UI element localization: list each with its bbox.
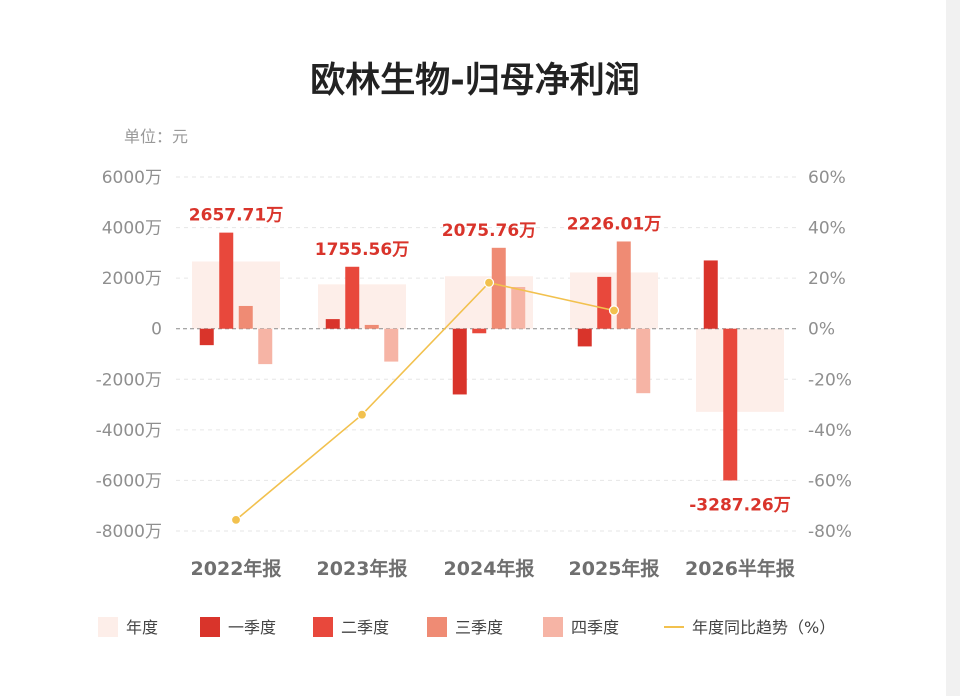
bar-一季度 bbox=[452, 328, 467, 395]
right-axis-ticks: 60% 40% 20% 0% -20% -40% -60% -80% bbox=[808, 168, 852, 542]
annual-band bbox=[696, 328, 784, 412]
trend-point bbox=[483, 277, 495, 288]
legend-label: 一季度 bbox=[228, 618, 276, 637]
left-axis-ticks: 6000万 4000万 2000万 0 -2000万 -4000万 -6000万 -8000万 bbox=[96, 168, 162, 542]
legend: 年度 一季度 二季度 三季度 四季度 年度同比趋势（%） bbox=[98, 617, 835, 637]
trend-point bbox=[608, 305, 620, 316]
bar-三季度 bbox=[616, 241, 631, 329]
bar-四季度 bbox=[511, 286, 526, 329]
right-tick-label: 0% bbox=[808, 320, 835, 340]
bar-三季度 bbox=[364, 324, 379, 329]
annual-value-label: -3287.26万 bbox=[689, 495, 791, 515]
left-tick-label: -4000万 bbox=[96, 421, 162, 441]
left-tick-label: -6000万 bbox=[96, 471, 162, 491]
annual-value-label: 1755.56万 bbox=[315, 240, 409, 260]
x-tick-label: 2024年报 bbox=[444, 557, 535, 580]
legend-swatch bbox=[543, 617, 563, 637]
bar-二季度 bbox=[345, 266, 360, 329]
annual-value-label: 2075.76万 bbox=[442, 221, 536, 241]
annual-band bbox=[192, 261, 280, 329]
legend-swatch bbox=[200, 617, 220, 637]
bar-二季度 bbox=[219, 232, 234, 329]
net-profit-chart: 欧林生物-归母净利润 单位：元 2657.71万 1755.56万 2075.76万… bbox=[96, 61, 852, 637]
left-tick-label: -2000万 bbox=[96, 370, 162, 390]
trend-point bbox=[356, 409, 368, 420]
legend-swatch bbox=[427, 617, 447, 637]
annual-value-label: 2657.71万 bbox=[189, 206, 283, 226]
vertical-scrollbar[interactable] bbox=[946, 0, 960, 696]
right-tick-label: 60% bbox=[808, 168, 846, 188]
left-tick-label: -8000万 bbox=[96, 522, 162, 542]
right-tick-label: 20% bbox=[808, 269, 846, 289]
left-tick-label: 2000万 bbox=[102, 269, 162, 289]
x-tick-label: 2025年报 bbox=[569, 557, 660, 580]
left-tick-label: 4000万 bbox=[102, 219, 162, 239]
legend-label: 三季度 bbox=[455, 618, 503, 637]
annual-bands bbox=[192, 261, 784, 412]
right-tick-label: -60% bbox=[808, 471, 852, 491]
annual-value-label: 2226.01万 bbox=[567, 214, 661, 234]
chart-title: 欧林生物-归母净利润 bbox=[310, 61, 640, 101]
bar-一季度 bbox=[703, 260, 718, 329]
quarter-bars bbox=[199, 232, 738, 481]
right-tick-label: 40% bbox=[808, 219, 846, 239]
legend-label: 年度 bbox=[126, 618, 158, 637]
annual-band bbox=[570, 272, 658, 329]
bar-三季度 bbox=[238, 305, 253, 329]
right-tick-label: -20% bbox=[808, 370, 852, 390]
unit-label: 单位：元 bbox=[124, 127, 188, 146]
bar-二季度 bbox=[723, 328, 738, 481]
bar-四季度 bbox=[258, 328, 273, 365]
bar-二季度 bbox=[472, 328, 487, 334]
bar-三季度 bbox=[491, 247, 506, 329]
annual-value-labels: 2657.71万 1755.56万 2075.76万 2226.01万 -3287.26… bbox=[189, 206, 791, 516]
left-tick-label: 6000万 bbox=[102, 168, 162, 188]
right-tick-label: -80% bbox=[808, 522, 852, 542]
legend-label: 四季度 bbox=[571, 618, 619, 637]
legend-swatch bbox=[98, 617, 118, 637]
x-tick-label: 2023年报 bbox=[317, 557, 408, 580]
trend-point bbox=[230, 514, 242, 525]
trend-polyline bbox=[235, 281, 615, 521]
left-tick-label: 0 bbox=[151, 320, 162, 340]
legend-swatch bbox=[313, 617, 333, 637]
x-axis-labels: 2022年报 2023年报 2024年报 2025年报 2026半年报 bbox=[191, 557, 795, 580]
bar-一季度 bbox=[577, 328, 592, 347]
x-tick-label: 2026半年报 bbox=[685, 557, 795, 580]
right-tick-label: -40% bbox=[808, 421, 852, 441]
bar-四季度 bbox=[636, 328, 651, 394]
bar-一季度 bbox=[199, 328, 214, 346]
yoy-trend-line bbox=[230, 277, 620, 525]
bar-二季度 bbox=[597, 276, 612, 329]
legend-label: 二季度 bbox=[341, 618, 389, 637]
bar-一季度 bbox=[325, 319, 340, 329]
x-tick-label: 2022年报 bbox=[191, 557, 282, 580]
bar-四季度 bbox=[384, 328, 399, 362]
legend-label: 年度同比趋势（%） bbox=[692, 618, 835, 637]
